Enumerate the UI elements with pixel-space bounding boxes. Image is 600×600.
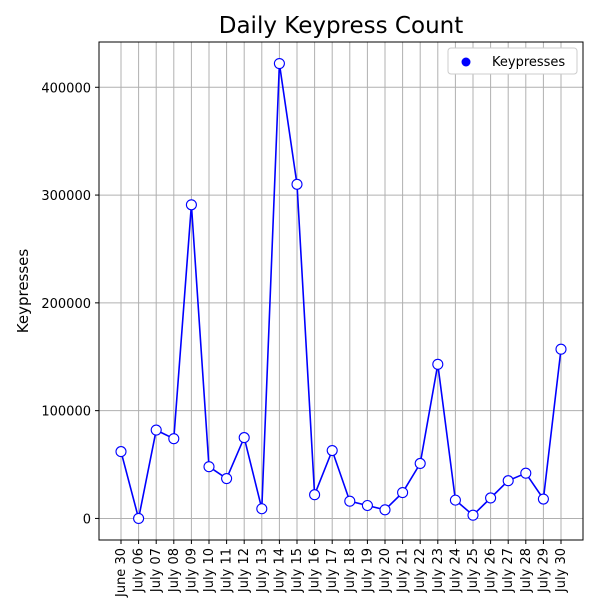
grid xyxy=(99,42,583,540)
data-point xyxy=(291,178,303,190)
data-point xyxy=(449,494,461,506)
x-tick-label: June 30 xyxy=(114,548,129,598)
data-point xyxy=(502,475,514,487)
data-point xyxy=(115,446,127,458)
x-tick-label: July 12 xyxy=(237,548,252,593)
data-point xyxy=(203,461,215,473)
data-point xyxy=(221,473,233,485)
x-tick-label: July 09 xyxy=(184,548,199,593)
y-tick-label: 300000 xyxy=(41,189,91,204)
data-point xyxy=(379,504,391,516)
data-point xyxy=(185,199,197,211)
data-point xyxy=(168,433,180,445)
y-tick-label: 400000 xyxy=(41,81,91,96)
x-tick-label: July 23 xyxy=(431,548,446,593)
y-axis: 0 100000 200000 300000 400000 xyxy=(41,81,99,527)
data-point xyxy=(555,343,567,355)
legend-marker-icon xyxy=(461,57,471,67)
x-tick-label: July 17 xyxy=(325,548,340,593)
data-point xyxy=(397,487,409,499)
x-tick-label: July 29 xyxy=(536,548,551,593)
plot-frame xyxy=(98,41,584,541)
x-tick-label: July 27 xyxy=(501,548,516,593)
data-point xyxy=(133,512,145,524)
x-axis: June 30 July 06 July 07 July 08 July 09 July … xyxy=(114,540,569,598)
x-tick-label: July 13 xyxy=(255,548,270,593)
legend-box xyxy=(447,47,578,75)
x-tick-label: July 07 xyxy=(149,548,164,593)
data-point xyxy=(326,444,338,457)
x-tick-label: July 21 xyxy=(396,548,411,593)
x-tick-label: July 22 xyxy=(413,548,428,593)
y-tick-label: 100000 xyxy=(41,405,91,420)
x-tick-label: July 20 xyxy=(378,548,393,593)
x-tick-label: July 10 xyxy=(202,548,217,593)
series-keypresses xyxy=(115,58,567,524)
data-point xyxy=(238,432,250,444)
x-tick-label: July 15 xyxy=(290,548,305,593)
data-point xyxy=(344,495,356,507)
x-tick-label: July 06 xyxy=(132,548,147,593)
legend: Keypresses xyxy=(447,47,578,75)
data-point xyxy=(520,467,532,479)
y-tick-label: 0 xyxy=(83,512,91,527)
x-tick-label: July 18 xyxy=(343,548,358,593)
data-point xyxy=(537,493,549,505)
x-tick-label: July 14 xyxy=(272,548,287,593)
data-point xyxy=(485,492,497,504)
x-tick-label: July 26 xyxy=(484,548,499,593)
x-tick-label: July 28 xyxy=(519,548,534,593)
x-tick-label: July 30 xyxy=(554,548,569,593)
data-point xyxy=(273,58,285,70)
data-point xyxy=(432,358,444,370)
chart-title: Daily Keypress Count xyxy=(219,13,464,39)
data-point xyxy=(361,499,373,512)
x-tick-label: July 16 xyxy=(308,548,323,593)
x-tick-label: July 19 xyxy=(360,548,375,593)
legend-entry: Keypresses xyxy=(492,55,565,70)
x-tick-label: July 25 xyxy=(466,548,481,593)
x-tick-label: July 08 xyxy=(167,548,182,593)
series-line xyxy=(120,63,562,519)
x-tick-label: July 11 xyxy=(220,548,235,593)
data-point xyxy=(150,424,162,436)
data-point xyxy=(256,503,268,515)
data-point xyxy=(467,509,479,521)
y-axis-label: Keypresses xyxy=(14,249,32,334)
data-point xyxy=(414,457,426,470)
y-tick-label: 200000 xyxy=(41,297,91,312)
data-point xyxy=(309,489,321,501)
x-tick-label: July 24 xyxy=(448,548,463,593)
